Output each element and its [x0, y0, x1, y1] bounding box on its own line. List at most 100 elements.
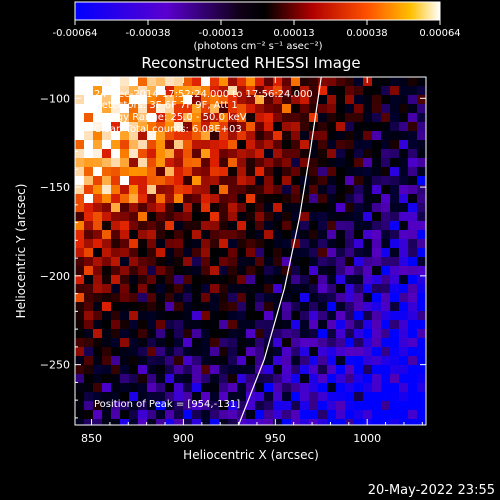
heatmap-cell	[165, 302, 175, 312]
heatmap-cell	[309, 167, 319, 177]
heatmap-cell	[417, 239, 426, 249]
heatmap-cell	[138, 266, 148, 276]
heatmap-cell	[408, 257, 418, 267]
heatmap-cell	[354, 266, 364, 276]
heatmap-cell	[219, 293, 229, 303]
heatmap-cell	[327, 131, 337, 141]
heatmap-cell	[120, 410, 130, 420]
heatmap-cell	[246, 248, 256, 258]
heatmap-cell	[210, 140, 220, 150]
heatmap-cell	[345, 194, 355, 204]
heatmap-cell	[165, 95, 175, 105]
heatmap-cell	[381, 158, 391, 168]
heatmap-cell	[345, 293, 355, 303]
heatmap-cell	[84, 284, 94, 294]
heatmap-cell	[156, 329, 166, 339]
heatmap-cell	[156, 248, 166, 258]
heatmap-cell	[381, 203, 391, 213]
heatmap-cell	[408, 401, 418, 411]
heatmap-cell	[309, 158, 319, 168]
heatmap-cell	[201, 338, 211, 348]
heatmap-cell	[381, 140, 391, 150]
heatmap-cell	[228, 338, 238, 348]
heatmap-cell	[174, 419, 184, 425]
heatmap-cell	[381, 95, 391, 105]
heatmap-cell	[273, 158, 283, 168]
heatmap-cell	[138, 167, 148, 177]
heatmap-cell	[75, 176, 85, 186]
heatmap-cell	[210, 122, 220, 132]
heatmap-cell	[219, 275, 229, 285]
heatmap-cell	[111, 257, 121, 267]
heatmap-cell	[210, 302, 220, 312]
heatmap-cell	[165, 77, 175, 87]
heatmap-cell	[417, 185, 426, 195]
heatmap-cell	[264, 401, 274, 411]
heatmap-cell	[354, 140, 364, 150]
heatmap-cell	[381, 122, 391, 132]
heatmap-cell	[84, 194, 94, 204]
heatmap-cell	[138, 185, 148, 195]
heatmap-cell	[273, 356, 283, 366]
heatmap-cell	[237, 185, 247, 195]
heatmap-cell	[156, 266, 166, 276]
heatmap-cell	[255, 239, 265, 249]
heatmap-cell	[345, 311, 355, 321]
heatmap-cell	[309, 203, 319, 213]
heatmap-cell	[210, 365, 220, 375]
heatmap-cell	[345, 167, 355, 177]
heatmap-cell	[192, 77, 202, 87]
heatmap-cell	[183, 311, 193, 321]
heatmap-cell	[174, 230, 184, 240]
heatmap-cell	[228, 329, 238, 339]
heatmap-cell	[228, 266, 238, 276]
heatmap-cell	[354, 167, 364, 177]
heatmap-cell	[291, 338, 301, 348]
heatmap-cell	[336, 113, 346, 123]
heatmap-cell	[174, 275, 184, 285]
heatmap-cell	[183, 329, 193, 339]
heatmap-cell	[210, 167, 220, 177]
heatmap-cell	[291, 185, 301, 195]
heatmap-cell	[156, 401, 166, 411]
heatmap-cell	[84, 95, 94, 105]
heatmap-cell	[273, 77, 283, 87]
heatmap-cell	[372, 392, 382, 402]
heatmap-cell	[363, 266, 373, 276]
heatmap-cell	[138, 338, 148, 348]
heatmap-cell	[264, 77, 274, 87]
heatmap-cell	[390, 167, 400, 177]
heatmap-cell	[156, 131, 166, 141]
heatmap-cell	[228, 257, 238, 267]
heatmap-cell	[228, 167, 238, 177]
heatmap-cell	[237, 203, 247, 213]
heatmap-cell	[192, 266, 202, 276]
heatmap-cell	[192, 122, 202, 132]
heatmap-cell	[282, 140, 292, 150]
heatmap-cell	[84, 401, 94, 411]
heatmap-cell	[93, 230, 103, 240]
heatmap-cell	[372, 131, 382, 141]
heatmap-cell	[156, 419, 166, 425]
heatmap-cell	[363, 212, 373, 222]
heatmap-cell	[183, 401, 193, 411]
heatmap-cell	[246, 257, 256, 267]
heatmap-cell	[246, 140, 256, 150]
heatmap-cell	[372, 113, 382, 123]
heatmap-cell	[219, 320, 229, 330]
heatmap-cell	[282, 320, 292, 330]
heatmap-cell	[129, 77, 139, 87]
heatmap-cell	[399, 284, 409, 294]
heatmap-cell	[345, 221, 355, 231]
heatmap-cell	[147, 185, 157, 195]
heatmap-cell	[75, 158, 85, 168]
heatmap-cell	[219, 383, 229, 393]
heatmap-cell	[390, 311, 400, 321]
heatmap-cell	[354, 356, 364, 366]
heatmap-cell	[291, 194, 301, 204]
heatmap-cell	[354, 176, 364, 186]
heatmap-cell	[183, 167, 193, 177]
heatmap-cell	[93, 239, 103, 249]
heatmap-cell	[390, 149, 400, 159]
heatmap-cell	[183, 356, 193, 366]
